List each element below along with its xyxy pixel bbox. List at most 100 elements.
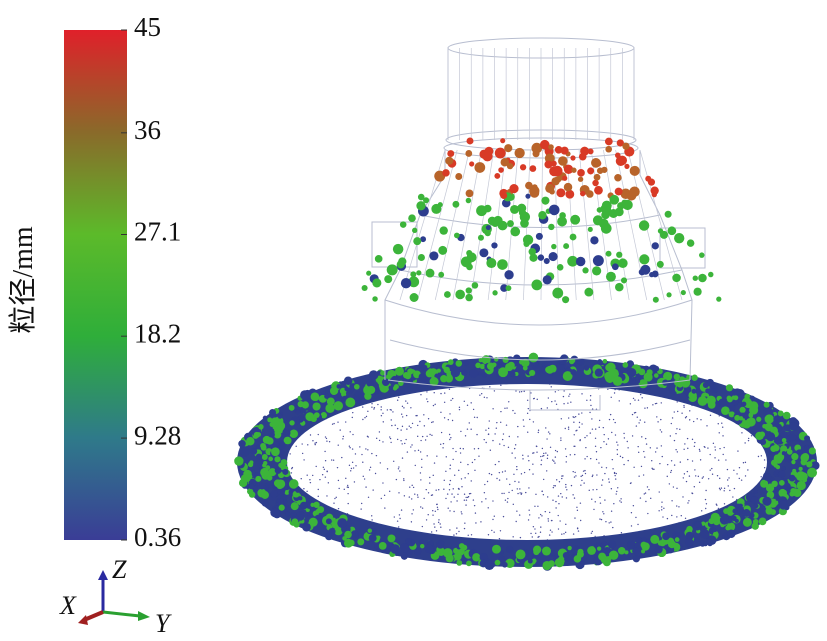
particle: [577, 176, 584, 182]
particle: [285, 511, 291, 517]
fine-particle: [498, 479, 501, 481]
fine-particle: [372, 489, 374, 491]
fine-particle: [463, 499, 466, 501]
fine-particle: [352, 467, 355, 469]
fine-particle: [590, 457, 592, 460]
particle: [528, 247, 537, 256]
fine-particle: [567, 426, 570, 428]
fine-particle: [658, 491, 660, 493]
fine-particle: [517, 425, 519, 428]
particle: [650, 534, 660, 544]
particle: [253, 431, 260, 438]
fine-particle: [514, 412, 516, 415]
particle: [664, 210, 672, 218]
particle: [472, 553, 481, 562]
particle: [413, 237, 422, 246]
fine-particle: [423, 414, 425, 416]
fine-particle: [567, 428, 570, 430]
fine-particle: [371, 406, 373, 408]
fine-particle: [661, 506, 663, 508]
fine-particle: [545, 452, 547, 454]
particle: [602, 358, 608, 364]
fine-particle: [670, 471, 672, 474]
fine-particle: [478, 455, 480, 457]
fine-particle: [676, 451, 679, 453]
fine-particle: [452, 447, 454, 450]
fine-particle: [541, 455, 544, 457]
fine-particle: [656, 416, 658, 418]
fine-particle: [508, 435, 510, 438]
particle: [368, 370, 379, 380]
fine-particle: [419, 451, 422, 453]
fine-particle: [673, 411, 675, 413]
fine-particle: [486, 397, 488, 399]
fine-particle: [453, 534, 455, 536]
fine-particle: [291, 466, 294, 469]
fine-particle: [676, 487, 678, 490]
fine-particle: [496, 477, 498, 480]
fine-particle: [373, 407, 376, 409]
fine-particle: [760, 455, 763, 457]
fine-particle: [717, 423, 719, 425]
particle: [258, 424, 264, 430]
particle: [604, 137, 613, 146]
fine-particle: [465, 499, 468, 501]
fine-particle: [487, 507, 489, 509]
particle: [283, 499, 288, 504]
fine-particle: [312, 534, 315, 537]
colorbar-tick-label: 36: [134, 115, 161, 145]
fine-particle: [393, 516, 395, 518]
fine-particle: [760, 476, 762, 478]
particle: [620, 188, 631, 200]
particle: [424, 544, 434, 554]
fine-particle: [584, 472, 587, 475]
fine-particle: [481, 501, 483, 503]
fine-particle: [315, 465, 317, 468]
fine-particle: [440, 411, 442, 414]
fine-particle: [399, 517, 401, 520]
fine-particle: [647, 512, 649, 515]
fine-particle: [367, 410, 369, 413]
particle: [273, 479, 282, 488]
particle: [295, 409, 301, 415]
particle: [313, 412, 320, 419]
fine-particle: [419, 472, 422, 474]
particle: [262, 463, 267, 468]
fine-particle: [426, 435, 428, 437]
colorbar-tick-label: 18.2: [134, 318, 181, 348]
particle: [264, 482, 271, 489]
fine-particle: [325, 437, 328, 440]
fine-particle: [300, 536, 302, 538]
fine-particle: [596, 488, 598, 491]
fine-particle: [583, 482, 585, 484]
particle: [622, 199, 633, 211]
fine-particle: [485, 429, 487, 431]
particle: [749, 405, 759, 415]
particle: [617, 547, 626, 555]
particle: [651, 242, 659, 250]
fine-particle: [651, 460, 653, 462]
fine-particle: [362, 461, 364, 463]
particle: [337, 518, 348, 529]
fine-particle: [581, 412, 583, 414]
particle: [274, 456, 281, 463]
fine-particle: [565, 486, 567, 488]
fine-particle: [637, 451, 640, 454]
fine-particle: [417, 424, 419, 427]
fine-particle: [443, 488, 445, 490]
particle: [691, 374, 698, 381]
particle: [465, 287, 472, 294]
particle: [618, 258, 628, 269]
fine-particle: [341, 456, 343, 459]
particle: [632, 547, 640, 555]
fine-particle: [396, 520, 399, 522]
particle: [641, 542, 650, 551]
particle: [367, 385, 376, 394]
fine-particle: [360, 502, 363, 505]
fine-particle: [466, 496, 469, 499]
particle: [412, 227, 418, 234]
particle: [554, 145, 563, 154]
fine-particle: [427, 514, 429, 516]
fine-particle: [342, 435, 345, 438]
particle: [270, 507, 280, 518]
